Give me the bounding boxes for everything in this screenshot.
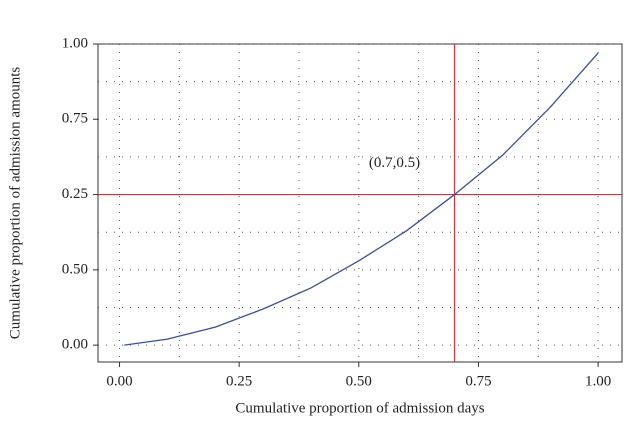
x-tick-label: 0.25 bbox=[226, 373, 252, 389]
data-line bbox=[124, 52, 599, 346]
annotation: (0.7,0.5) bbox=[369, 155, 420, 171]
x-tick-label: 0.75 bbox=[465, 373, 491, 389]
x-tick-label: 1.00 bbox=[585, 373, 611, 389]
y-tick-label: 0.00 bbox=[62, 337, 88, 353]
x-tick-label: 0.50 bbox=[346, 373, 372, 389]
y-tick-label: 1.00 bbox=[62, 35, 88, 51]
y-tick-label: 0.75 bbox=[62, 111, 88, 127]
plot-frame bbox=[97, 43, 623, 363]
y-tick-label: 0.25 bbox=[62, 186, 88, 202]
x-tick-label: 0.00 bbox=[106, 373, 132, 389]
y-tick-label: 0.50 bbox=[62, 261, 88, 277]
y-axis-label: Cumulative proportion of admission amoun… bbox=[7, 67, 23, 340]
x-axis-label: Cumulative proportion of admission days bbox=[235, 400, 484, 416]
